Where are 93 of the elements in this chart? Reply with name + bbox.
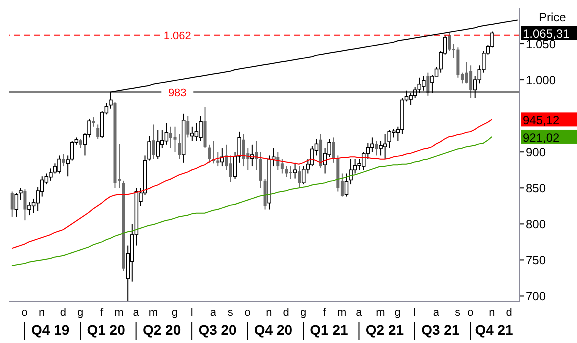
candlestick: [194, 122, 199, 142]
candlestick: [24, 189, 27, 222]
candlestick: [190, 126, 194, 142]
line-series: [12, 119, 493, 250]
y-tick-label: 1.000: [526, 73, 556, 88]
candlestick: [242, 134, 246, 168]
candlestick: [276, 152, 280, 171]
text: 1.065,31: [523, 27, 570, 42]
candlestick: [298, 166, 302, 189]
candlestick: [349, 158, 353, 186]
candlestick: [58, 155, 62, 174]
candlestick: [370, 137, 374, 153]
candlestick: [470, 65, 473, 99]
x-tick-label: m: [114, 306, 124, 319]
text: Q1 21: [310, 322, 349, 338]
candlestick: [53, 163, 58, 174]
y-tick-label: 700: [526, 289, 546, 304]
candlestick: [66, 155, 70, 178]
y-tick-label: 850: [526, 181, 546, 196]
x-tick-label: g: [78, 306, 84, 319]
x-tick-label: l: [414, 306, 416, 319]
x-tick-label: s: [228, 306, 234, 319]
candlestick: [19, 188, 23, 201]
candlestick: [344, 173, 349, 198]
candlestick: [174, 126, 177, 153]
text: 945,12: [523, 114, 560, 128]
x-tick-label: m: [148, 306, 158, 319]
text: Q3 20: [198, 322, 238, 338]
candlestick: [426, 72, 430, 96]
y-tick-label: 800: [526, 217, 546, 232]
y-tick-label: 900: [526, 145, 546, 160]
y-tick-label: 750: [526, 253, 546, 268]
candlestick: [199, 116, 203, 142]
candlestick: [208, 144, 212, 164]
candlestick: [332, 137, 336, 164]
x-tick-label: d: [283, 306, 290, 319]
candlestick: [10, 191, 14, 218]
candlestick: [293, 162, 298, 180]
candlestick: [285, 166, 288, 178]
candlestick: [383, 134, 388, 160]
candlestick: [280, 158, 284, 174]
x-tick-label: g: [300, 306, 307, 319]
x-tick-label: d: [60, 306, 67, 319]
x-tick-label: n: [38, 306, 46, 319]
x-tick-label: a: [433, 306, 440, 319]
candlestick: [156, 130, 160, 160]
text: Q2 21: [366, 322, 404, 338]
candlestick: [152, 124, 156, 160]
text: Q4 19: [32, 322, 70, 338]
candlestick: [260, 152, 262, 189]
text: Q1 20: [87, 322, 126, 338]
x-tick-label: m: [338, 306, 347, 319]
ref-line-label: 1.062: [164, 30, 192, 42]
candlestick: [186, 116, 190, 138]
x-tick-label: f: [323, 306, 328, 319]
candlestick: [70, 140, 74, 162]
x-tick-label: o: [22, 306, 28, 319]
x-tick-label: m: [376, 306, 386, 319]
x-tick-label: f: [100, 306, 104, 319]
candlestick: [62, 154, 66, 168]
x-tick-label: g: [394, 306, 401, 319]
x-tick-label: a: [356, 306, 364, 319]
line-series: [12, 136, 493, 266]
x-tick-label: n: [489, 306, 496, 319]
x-tick-label: l: [190, 306, 194, 319]
candlestick: [96, 124, 100, 140]
candlestick: [79, 138, 82, 150]
text: 921,02: [523, 130, 560, 145]
x-tick-label: a: [210, 306, 218, 319]
candlestick: [14, 192, 19, 218]
candlestick: [229, 155, 232, 183]
y-axis-title: Price: [539, 10, 567, 25]
text: Q4 20: [254, 322, 293, 338]
candlestick: [255, 140, 258, 171]
candlestick: [448, 32, 452, 52]
x-tick-label: s: [455, 306, 462, 319]
x-tick-label: a: [133, 306, 140, 319]
x-tick-label: o: [244, 306, 251, 319]
candlestick: [92, 117, 96, 128]
x-tick-label: o: [468, 306, 474, 319]
text: Q2 20: [142, 322, 182, 338]
text: Q4 21: [475, 322, 514, 338]
ref-line-label: 983: [168, 87, 187, 100]
candlestick: [216, 152, 220, 168]
x-tick-label: d: [506, 306, 512, 319]
candlestick: [178, 134, 182, 160]
candlestick: [272, 148, 276, 168]
x-tick-label: n: [266, 306, 272, 319]
candlestick: [375, 140, 378, 156]
candlestick: [379, 140, 383, 156]
candlestick: [28, 202, 32, 216]
text: Q3 21: [422, 322, 460, 338]
x-tick-label: g: [172, 306, 178, 319]
